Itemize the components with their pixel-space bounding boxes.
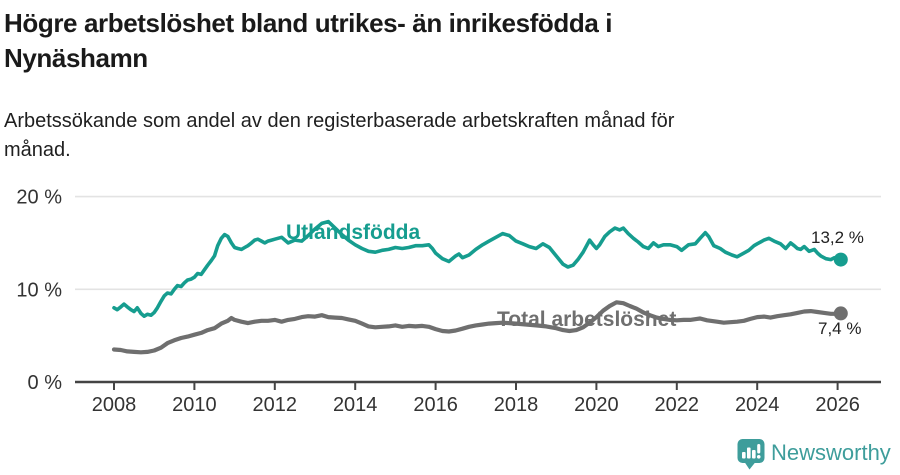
newsworthy-brand-link[interactable]: Newsworthy [737,438,891,471]
x-axis-tick-label: 2020 [574,394,619,416]
series-line-1 [111,300,843,355]
x-axis-tick-label: 2008 [92,394,137,416]
y-axis-tick-label: 10 % [16,279,62,301]
end-value-label-utlandsfodda: 13,2 % [811,228,864,247]
chart-title-line-2: Nynäshamn [4,43,148,73]
series-end-dot-1 [833,306,848,321]
x-axis-tick-label: 2018 [494,394,539,416]
chart-subtitle-line-1: Arbetssökande som andel av den registerb… [4,110,675,132]
x-axis-tick-label: 2014 [333,394,378,416]
chart-subtitle-line-2: månad. [4,139,71,161]
newsworthy-brand-name: Newsworthy [771,440,891,465]
x-axis-tick-label: 2012 [253,394,298,416]
x-axis-tick-label: 2022 [655,394,700,416]
series-end-dot-0 [833,252,848,267]
series-label-total-arbetsloshet: Total arbetslöshet [497,308,677,331]
chart-title: Högre arbetslöshet bland utrikes- än inr… [4,6,612,76]
y-axis-tick-label: 20 % [16,187,62,209]
x-axis-tick-label: 2016 [413,394,458,416]
y-axis-tick-label: 0 % [28,372,63,394]
chart-subtitle: Arbetssökande som andel av den registerb… [4,107,674,165]
series-label-utlandsfodda: Utlandsfödda [286,221,421,244]
end-value-label-total-arbetsloshet: 7,4 % [818,319,862,338]
x-axis-tick-label: 2024 [735,394,780,416]
x-axis-tick-label: 2010 [172,394,217,416]
chart-title-line-1: Högre arbetslöshet bland utrikes- än inr… [4,8,613,38]
x-axis-tick-label: 2026 [815,394,860,416]
newsworthy-logo-icon [737,438,765,475]
series-line-0 [112,219,843,319]
